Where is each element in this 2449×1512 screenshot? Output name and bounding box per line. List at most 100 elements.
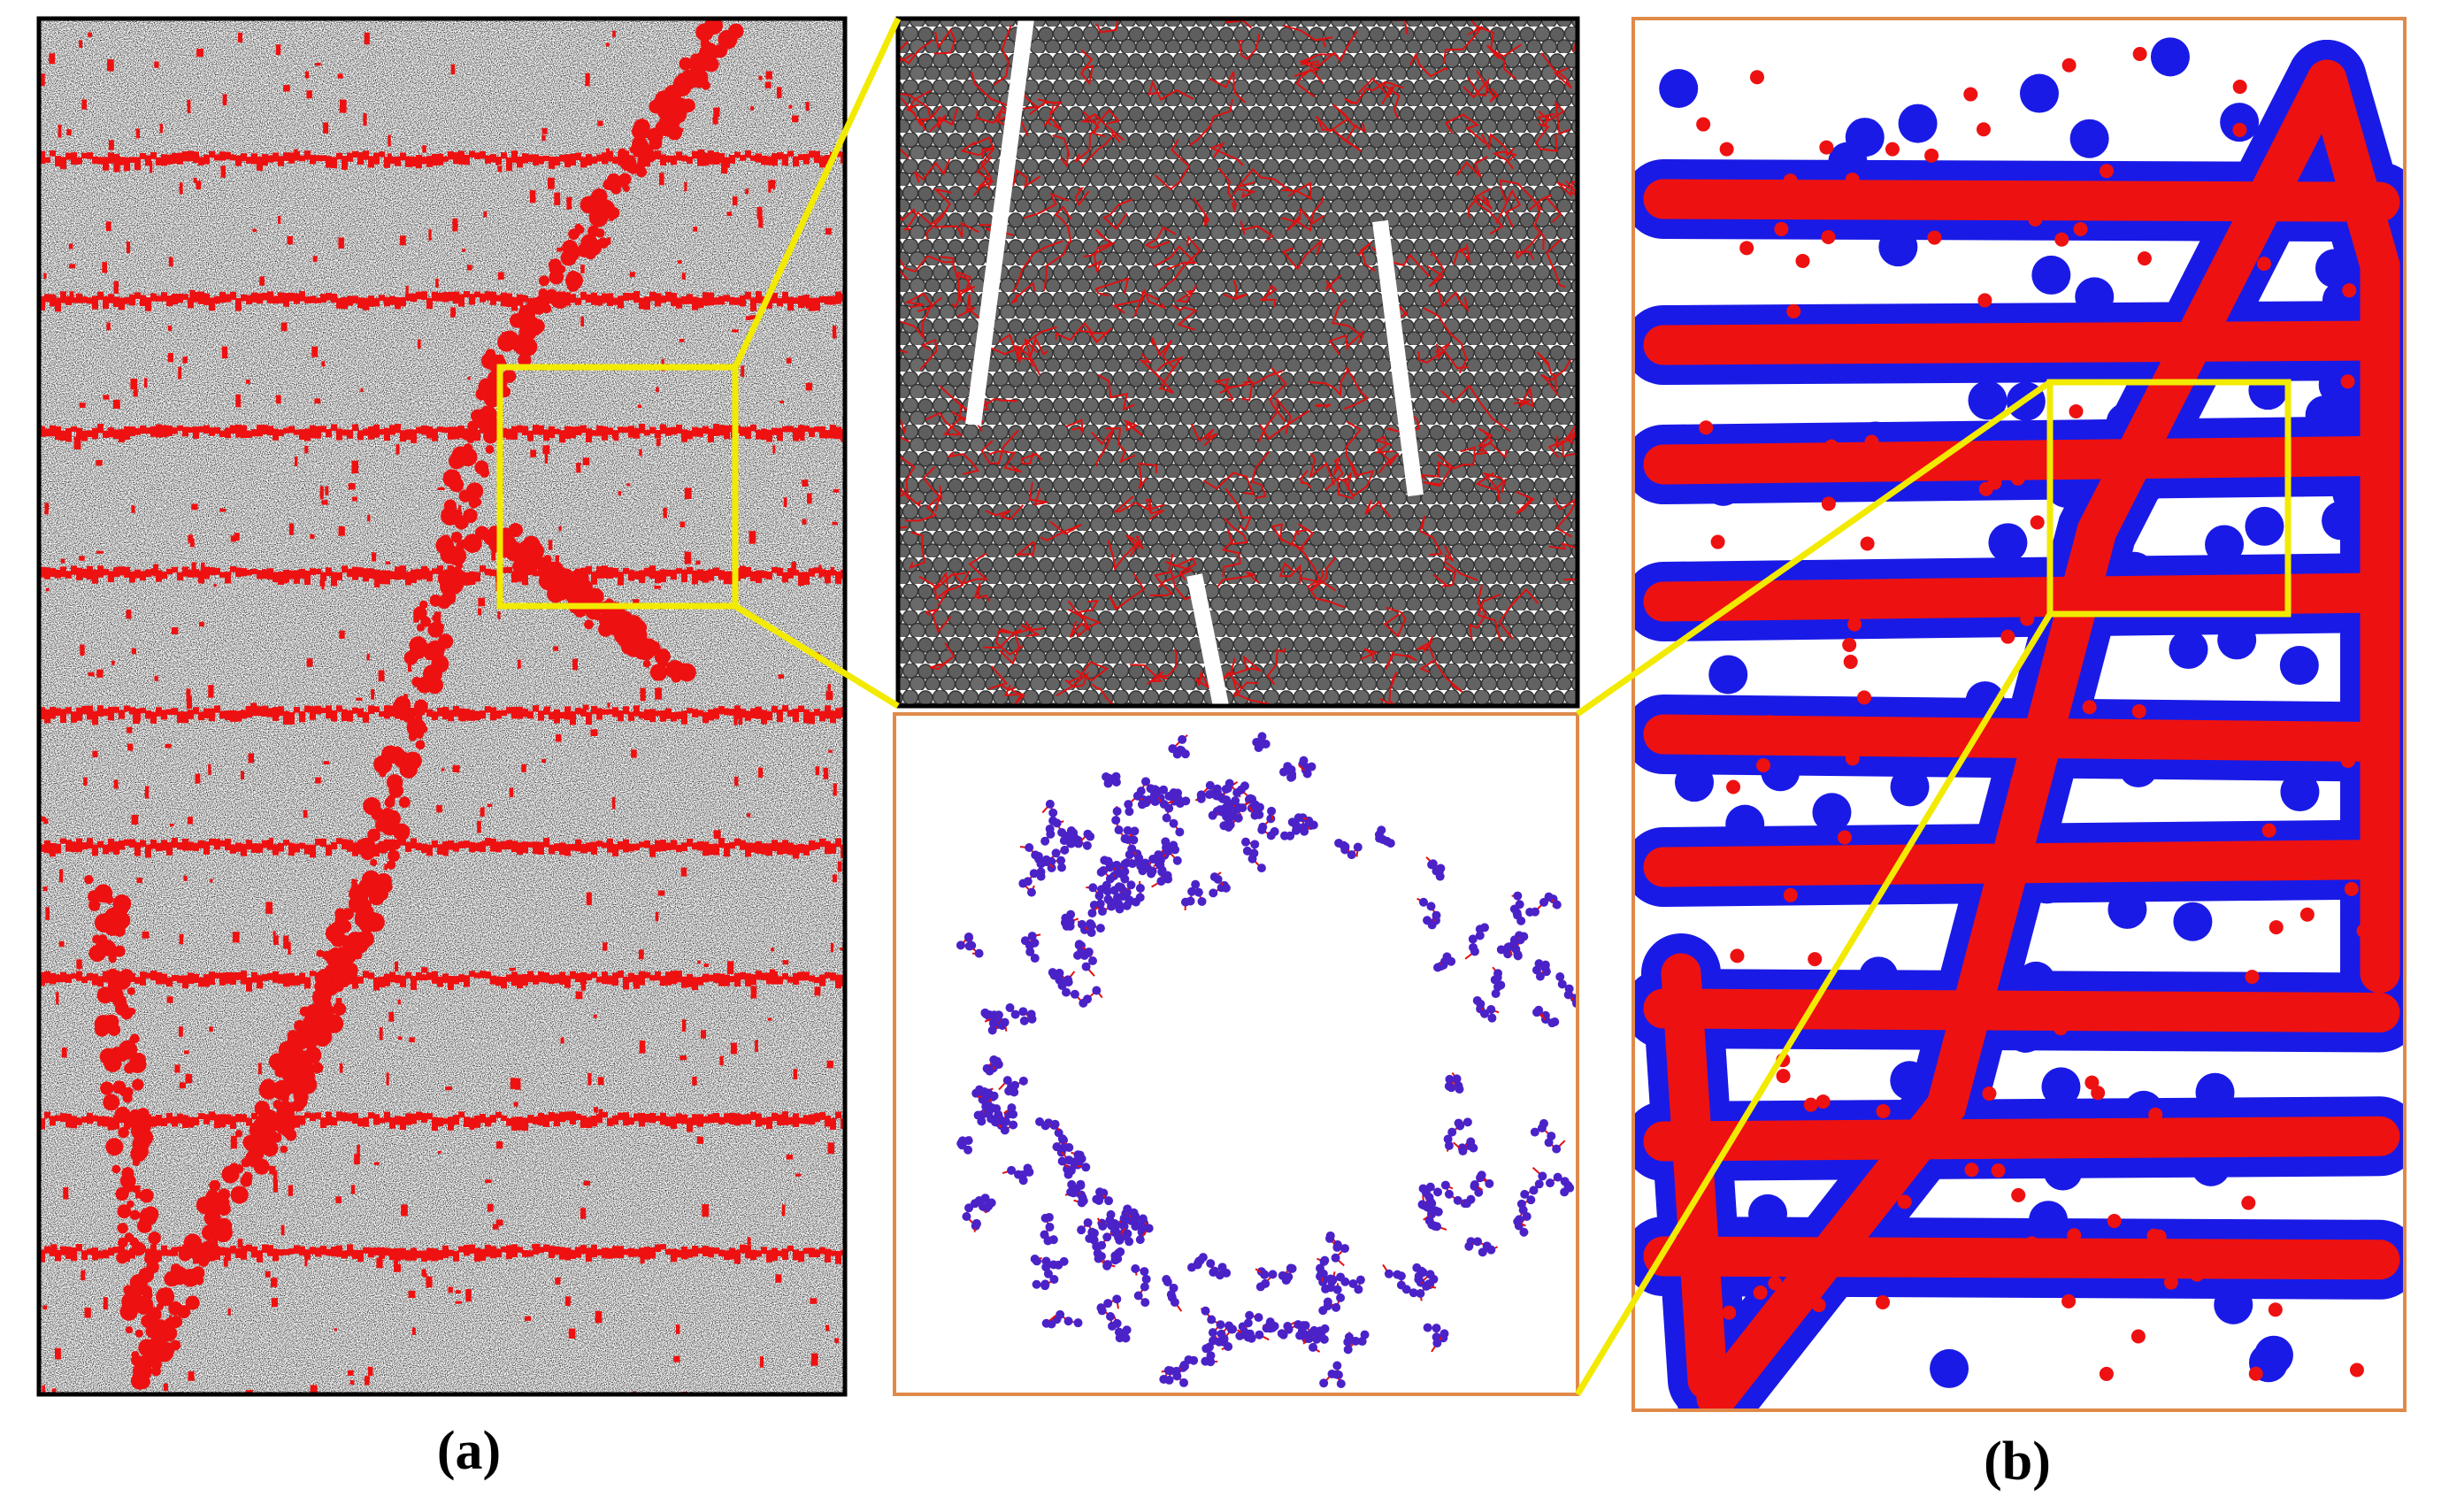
- crack: [580, 291, 587, 300]
- crack: [1548, 541, 1578, 550]
- crack: [304, 705, 311, 713]
- crack: [124, 157, 130, 172]
- crack: [593, 611, 602, 621]
- particle: [1002, 1076, 1012, 1086]
- crack: [1374, 435, 1395, 454]
- crack: [772, 1247, 778, 1261]
- crack: [76, 293, 82, 303]
- crack: [166, 709, 173, 715]
- crack: [825, 430, 831, 439]
- crack: [673, 1355, 680, 1362]
- particle-core: [1821, 229, 1836, 244]
- crack: [130, 1146, 147, 1163]
- particle-core: [1824, 439, 1839, 454]
- crack: [370, 858, 378, 867]
- particle: [1326, 1283, 1336, 1293]
- crack: [791, 562, 796, 574]
- crack: [168, 1315, 173, 1327]
- crack: [1546, 237, 1566, 288]
- crack: [68, 243, 73, 249]
- crack: [832, 521, 838, 526]
- crack: [1278, 562, 1301, 584]
- crack: [129, 1209, 141, 1220]
- crack: [203, 425, 210, 434]
- crack: [825, 1116, 831, 1127]
- crack: [431, 655, 449, 673]
- crack: [453, 842, 459, 852]
- crack: [278, 842, 284, 852]
- crack: [421, 967, 428, 973]
- particle-core: [1924, 148, 1939, 163]
- particle: [1123, 1204, 1132, 1214]
- particle-halo: [2075, 277, 2115, 317]
- crack: [315, 1247, 321, 1257]
- crack: [492, 1224, 499, 1230]
- particle: [1124, 800, 1133, 810]
- particle: [1048, 808, 1058, 817]
- crack: [639, 971, 645, 986]
- crack: [55, 1249, 61, 1262]
- crack: [246, 157, 252, 164]
- particle-core: [1795, 253, 1810, 268]
- crack: [235, 567, 242, 578]
- crack: [914, 157, 951, 183]
- particle-core: [2054, 630, 2069, 645]
- particle: [1196, 794, 1206, 803]
- crack: [543, 155, 549, 162]
- crack: [187, 817, 193, 825]
- particle: [1487, 1013, 1497, 1023]
- particle: [1063, 831, 1073, 840]
- crack: [432, 1248, 438, 1262]
- crack: [803, 426, 810, 432]
- void: [965, 19, 1034, 426]
- crack: [777, 976, 783, 985]
- crack: [104, 1054, 122, 1072]
- particle: [1180, 897, 1190, 907]
- crack: [411, 293, 417, 303]
- particle: [1106, 861, 1116, 871]
- crack: [55, 1115, 61, 1122]
- crack: [60, 1246, 66, 1255]
- network: [956, 732, 1578, 1389]
- crack: [437, 487, 445, 491]
- crack: [772, 840, 778, 852]
- crack: [1230, 655, 1263, 676]
- crack: [649, 975, 656, 981]
- particle: [1179, 1378, 1189, 1387]
- particle-core: [2185, 191, 2200, 206]
- crack: [203, 841, 210, 855]
- crack: [538, 425, 544, 435]
- crack: [161, 154, 167, 166]
- crack: [474, 291, 480, 298]
- crack: [342, 565, 348, 573]
- crack: [129, 571, 135, 583]
- crack: [464, 1244, 470, 1256]
- crack: [299, 155, 305, 162]
- crack: [55, 569, 61, 579]
- particle: [1162, 842, 1171, 852]
- particle: [1133, 1291, 1143, 1301]
- crack: [517, 842, 523, 855]
- crack: [97, 705, 104, 717]
- crack: [681, 295, 687, 304]
- crack: [39, 426, 45, 437]
- crack: [803, 295, 810, 307]
- crack: [756, 971, 762, 980]
- crack: [644, 296, 650, 311]
- crack: [729, 1112, 735, 1124]
- crack: [1283, 24, 1333, 48]
- crack: [405, 293, 411, 301]
- crack: [772, 1112, 778, 1121]
- crack: [580, 1208, 587, 1219]
- crack: [1328, 330, 1365, 356]
- crack: [1299, 577, 1346, 609]
- crack: [713, 567, 719, 577]
- crack: [230, 425, 236, 434]
- crack: [830, 1250, 836, 1256]
- particle: [1083, 829, 1093, 839]
- particle: [1319, 1378, 1329, 1388]
- crack: [633, 571, 640, 579]
- crack: [734, 1113, 741, 1126]
- crack: [458, 974, 464, 983]
- particle: [1294, 813, 1303, 823]
